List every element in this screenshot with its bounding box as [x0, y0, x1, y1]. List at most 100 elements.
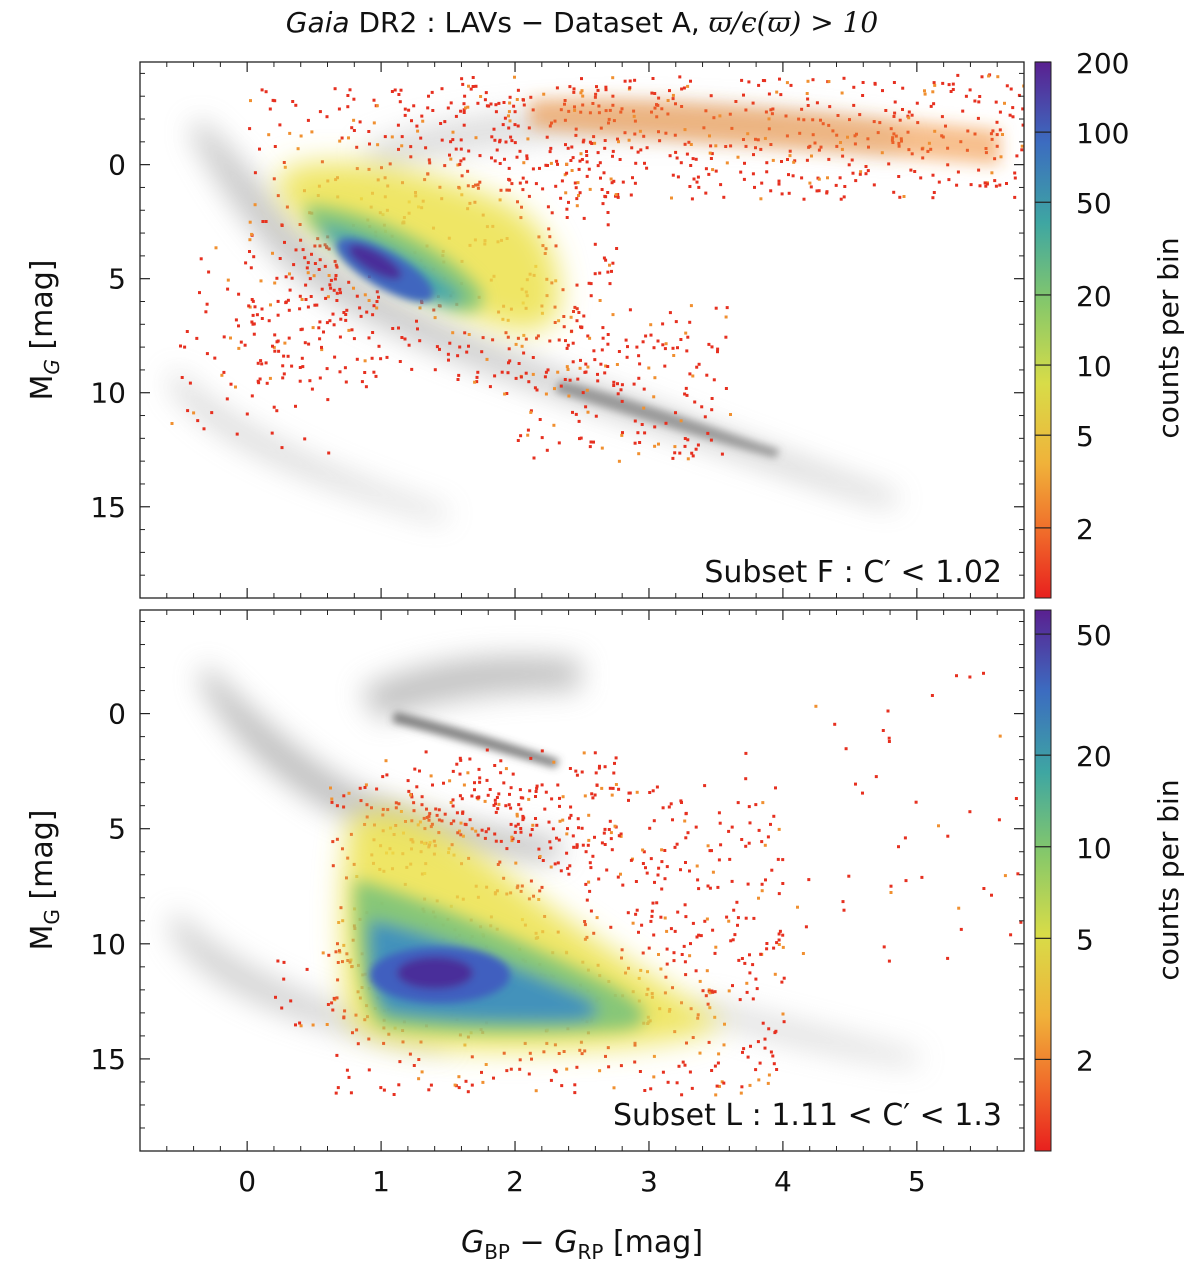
density-bin [707, 172, 711, 176]
density-bin [947, 178, 951, 182]
density-bin [541, 859, 545, 862]
density-bin [653, 92, 657, 95]
density-bin [458, 345, 462, 349]
density-bin [884, 109, 888, 112]
density-bin [730, 879, 734, 883]
density-bin [579, 152, 583, 156]
density-bin [653, 425, 657, 429]
density-bin [505, 188, 509, 192]
density-bin [619, 388, 623, 392]
density-bin [477, 767, 481, 771]
density-bin [680, 801, 683, 804]
density-bin [282, 161, 286, 164]
top-ytick-label: 5 [108, 263, 126, 296]
density-bin [612, 179, 616, 183]
density-bin [825, 190, 829, 194]
bottom-colored-density [274, 671, 1023, 1097]
density-bin [420, 803, 424, 807]
density-bin [588, 336, 592, 340]
density-bin [642, 387, 646, 391]
density-bin [767, 1073, 771, 1077]
density-bin [567, 200, 570, 204]
density-bin [248, 250, 251, 253]
density-bin [578, 159, 582, 163]
density-bin [940, 115, 944, 119]
density-bin [326, 295, 330, 299]
density-bin [584, 405, 588, 409]
density-bin [612, 384, 616, 387]
density-bin [683, 960, 687, 964]
density-bin [582, 751, 586, 755]
density-bin [683, 819, 687, 823]
density-bin [593, 793, 597, 797]
density-bin [588, 861, 592, 865]
density-bin [722, 195, 726, 199]
density-bin [591, 796, 595, 800]
density-bin [248, 220, 252, 224]
top-ytick-label: 0 [108, 149, 126, 182]
density-bin [714, 144, 718, 148]
density-bin [339, 317, 343, 321]
density-bin [731, 984, 734, 988]
density-bin [448, 779, 452, 783]
density-bin [552, 760, 556, 764]
density-bin [705, 917, 709, 921]
density-bin [578, 191, 582, 195]
density-bin [671, 173, 675, 177]
density-bin [558, 819, 562, 823]
density-bin [383, 135, 387, 139]
density-bin [555, 159, 559, 163]
density-bin [435, 345, 439, 349]
density-bin [710, 408, 714, 412]
density-bin [581, 391, 585, 395]
density-bin [659, 967, 663, 971]
density-bin [562, 315, 566, 318]
density-bin [283, 165, 287, 169]
xlabel: GBP − GRP [mag] [461, 1225, 703, 1264]
density-bin [641, 862, 645, 865]
density-bin [550, 211, 554, 215]
xtick-label: 3 [640, 1165, 658, 1198]
density-bin [476, 370, 480, 374]
density-bin [586, 410, 590, 414]
density-bin [381, 775, 385, 779]
density-bin [318, 110, 322, 114]
density-bin [499, 188, 503, 192]
density-bin [882, 945, 886, 949]
density-bin [429, 774, 433, 778]
density-bin [451, 331, 455, 335]
density-bin [571, 410, 574, 414]
density-bin [446, 352, 450, 356]
density-bin [510, 835, 514, 839]
density-bin [518, 149, 522, 153]
density-bin [689, 942, 692, 946]
density-bin [251, 313, 255, 317]
density-bin [256, 361, 260, 365]
density-bin [718, 821, 722, 825]
density-bin [170, 422, 174, 425]
density-bin [764, 878, 767, 882]
density-bin [195, 336, 199, 340]
density-bin [630, 146, 634, 150]
density-bin [782, 976, 786, 980]
density-bin [355, 145, 359, 149]
density-bin [744, 916, 748, 920]
density-bin [648, 791, 652, 794]
density-bin [593, 835, 596, 839]
density-bin [268, 376, 272, 380]
density-bin [372, 121, 376, 125]
bottom-ytick-label: 0 [108, 698, 126, 731]
density-bin [290, 276, 294, 280]
density-bin [777, 179, 781, 183]
density-bin [566, 827, 569, 831]
top-colorbar-tick-label: 20 [1076, 280, 1112, 313]
density-bin [609, 925, 613, 929]
top-colored-density [170, 73, 1024, 463]
xtick-label: 4 [774, 1165, 792, 1198]
density-bin [684, 915, 688, 919]
density-bin [358, 306, 362, 310]
density-bin [372, 304, 376, 308]
density-bin [367, 336, 371, 340]
density-bin [769, 822, 772, 826]
density-bin [393, 88, 397, 92]
